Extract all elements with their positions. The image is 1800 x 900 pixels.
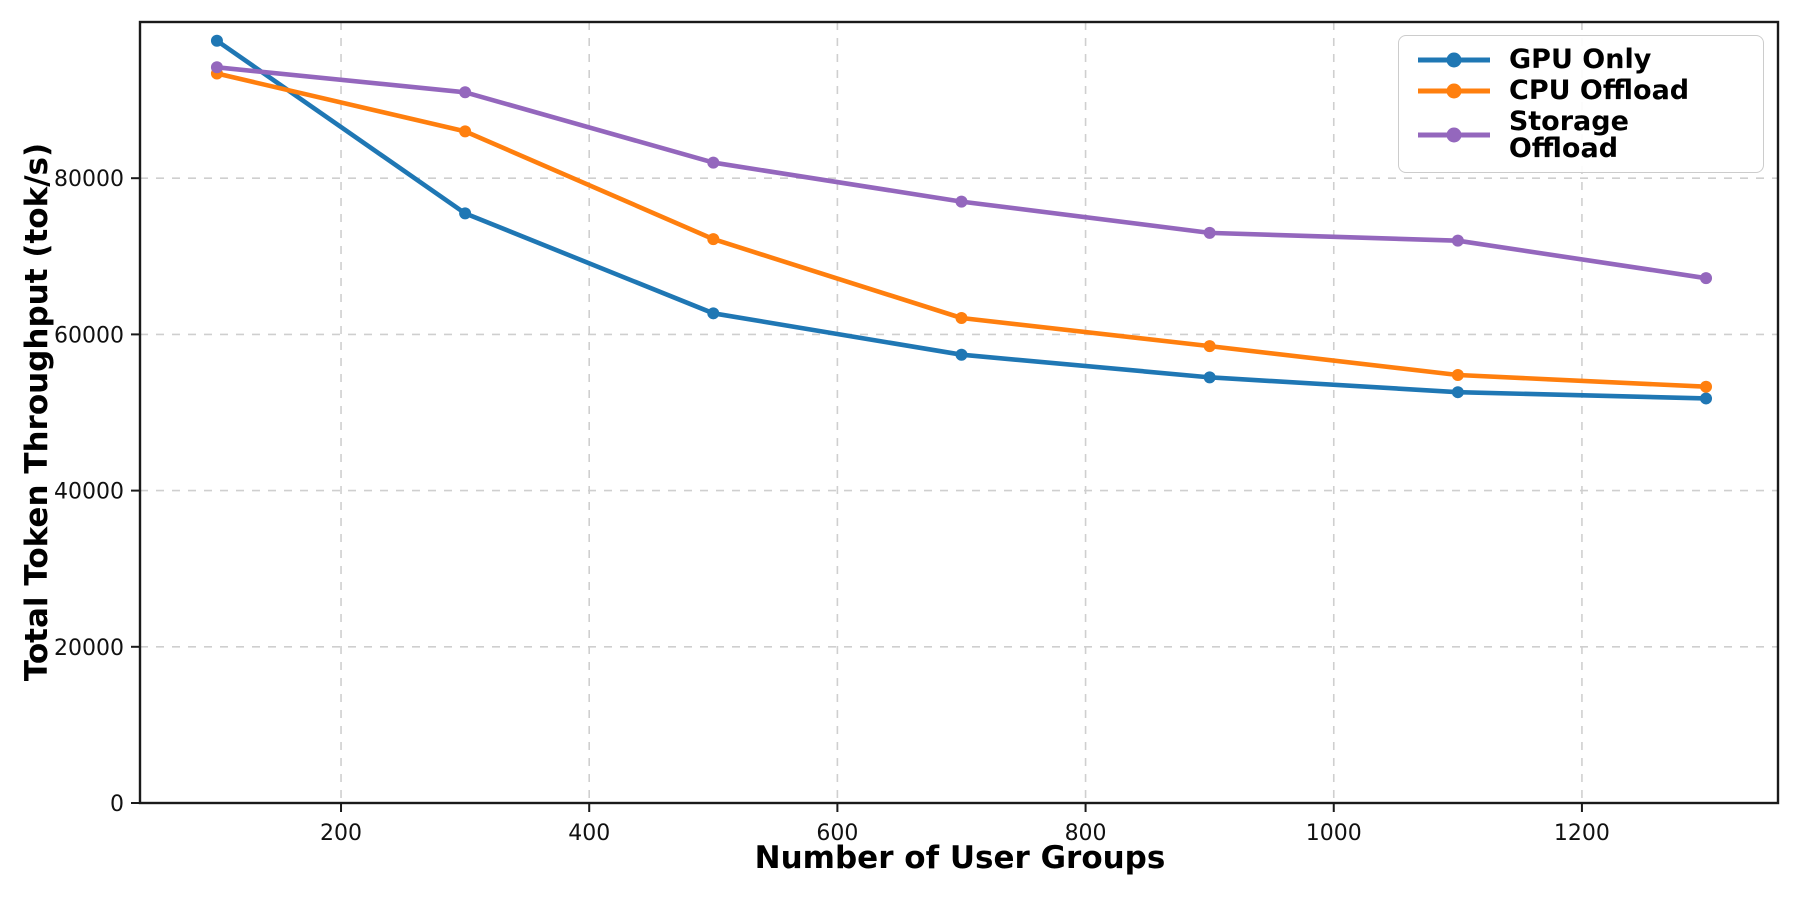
data-point-marker — [1700, 380, 1713, 393]
data-point-marker — [955, 195, 968, 208]
data-point-marker — [210, 61, 223, 74]
legend-line-marker-icon — [1418, 127, 1490, 143]
data-point-marker — [1700, 272, 1713, 285]
data-point-marker — [459, 207, 472, 220]
x-axis-title: Number of User Groups — [754, 840, 1166, 876]
data-point-marker — [707, 156, 720, 169]
data-point-marker — [1203, 340, 1216, 353]
y-tick-label: 20000 — [54, 636, 124, 661]
data-point-marker — [459, 86, 472, 99]
data-point-marker — [210, 34, 223, 47]
data-point-marker — [459, 125, 472, 138]
x-tick-label: 400 — [568, 821, 610, 846]
data-point-marker — [1451, 386, 1464, 399]
legend: GPU Only CPU Offload Storage Offload — [1398, 35, 1764, 173]
y-axis-ticks: 0 20000 40000 60000 80000 — [54, 167, 140, 817]
legend-line-marker-icon — [1418, 52, 1490, 67]
legend-item-cpu-offload: CPU Offload — [1415, 77, 1747, 104]
data-point-marker — [1203, 371, 1216, 384]
x-tick-label: 600 — [816, 821, 858, 846]
y-tick-label: 40000 — [54, 480, 124, 505]
legend-line-marker-icon — [1418, 83, 1490, 98]
x-tick-label: 1200 — [1554, 821, 1610, 846]
legend-item-storage-offload: Storage Offload — [1415, 108, 1747, 162]
data-point-marker — [1451, 369, 1464, 382]
series-storage-offload — [210, 61, 1713, 285]
axes-frame — [138, 20, 1780, 805]
legend-item-gpu-only: GPU Only — [1415, 46, 1747, 73]
data-point-marker — [1203, 226, 1216, 239]
data-point-marker — [955, 348, 968, 361]
y-axis-title: Total Token Throughput (tok/s) — [19, 142, 55, 682]
data-point-marker — [1700, 392, 1713, 405]
y-tick-label: 60000 — [54, 323, 124, 348]
y-tick-label: 0 — [110, 792, 124, 817]
x-axis-ticks: 200 400 600 800 1000 1200 — [320, 803, 1610, 846]
x-tick-label: 800 — [1065, 821, 1107, 846]
x-tick-label: 1000 — [1306, 821, 1362, 846]
data-point-marker — [707, 233, 720, 246]
data-point-marker — [707, 307, 720, 320]
y-tick-label: 80000 — [54, 167, 124, 192]
x-tick-label: 200 — [320, 821, 362, 846]
data-point-marker — [955, 311, 968, 324]
series-gpu-only — [210, 34, 1713, 405]
legend-label: Storage Offload — [1508, 106, 1629, 164]
data-point-marker — [1451, 234, 1464, 247]
series-cpu-offload — [210, 67, 1713, 393]
legend-label: GPU Only — [1509, 44, 1652, 75]
legend-label: CPU Offload — [1509, 75, 1690, 106]
